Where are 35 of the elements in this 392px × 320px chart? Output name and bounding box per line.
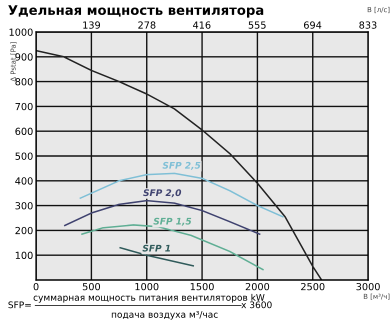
x2-tick-label: 139 [83, 21, 100, 29]
line-series [81, 224, 264, 270]
line-series [64, 200, 260, 235]
x2-tick-label: 833 [359, 21, 376, 29]
y-tick-label: 700 [16, 102, 33, 110]
y-tick-label: 500 [15, 152, 33, 160]
y-tick-label: 300 [15, 202, 33, 210]
x-tick-label: 500 [82, 282, 100, 290]
series-label: SFP 2,0 [143, 189, 182, 198]
x-tick-label: 2000 [246, 282, 270, 290]
y-tick-label: 600 [15, 128, 33, 136]
y-tick-label: 400 [15, 177, 33, 185]
x-tick-label: 2500 [301, 282, 324, 290]
y-tick-label: 100 [16, 252, 33, 260]
x2-tick-label: 694 [304, 21, 322, 29]
x-tick-label: 3000 [356, 282, 380, 290]
y-tick-label: 200 [15, 226, 33, 234]
x-tick-label: 1000 [135, 282, 158, 290]
text: SFP= [8, 301, 31, 308]
x-tick-label: 0 [34, 282, 39, 290]
x2-tick-label: 278 [138, 21, 156, 29]
x-tick-label: 1500 [190, 282, 214, 290]
y-tick-label: 1000 [10, 28, 33, 36]
chart-title: Удельная мощность вентилятора [8, 5, 264, 18]
text: x 3600 [241, 301, 272, 308]
y-tick-label: 900 [15, 53, 33, 61]
x2-tick-label: 416 [193, 21, 210, 29]
x2-tick-label: 555 [248, 22, 266, 29]
series-label: SFP 1,5 [153, 218, 192, 226]
line-series [80, 172, 284, 218]
series-label: SFP 1 [142, 244, 170, 252]
y-tick-label: 800 [15, 78, 33, 86]
series-label: SFP 2,5 [162, 162, 200, 170]
line-series [36, 50, 322, 280]
text: подача воздуха м³/час [112, 310, 218, 320]
